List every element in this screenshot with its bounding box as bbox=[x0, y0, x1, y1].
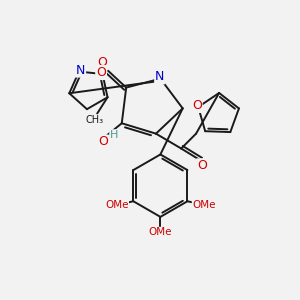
Text: O: O bbox=[197, 159, 207, 172]
Text: O: O bbox=[96, 66, 106, 79]
Text: N: N bbox=[76, 64, 85, 76]
Text: H: H bbox=[110, 130, 118, 140]
Text: N: N bbox=[155, 70, 164, 83]
Text: OMe: OMe bbox=[192, 200, 216, 210]
Text: CH₃: CH₃ bbox=[85, 115, 103, 125]
Text: OMe: OMe bbox=[105, 200, 128, 210]
Text: O: O bbox=[98, 136, 108, 148]
Text: O: O bbox=[98, 56, 107, 69]
Text: OMe: OMe bbox=[149, 227, 172, 237]
Text: O: O bbox=[192, 99, 202, 112]
